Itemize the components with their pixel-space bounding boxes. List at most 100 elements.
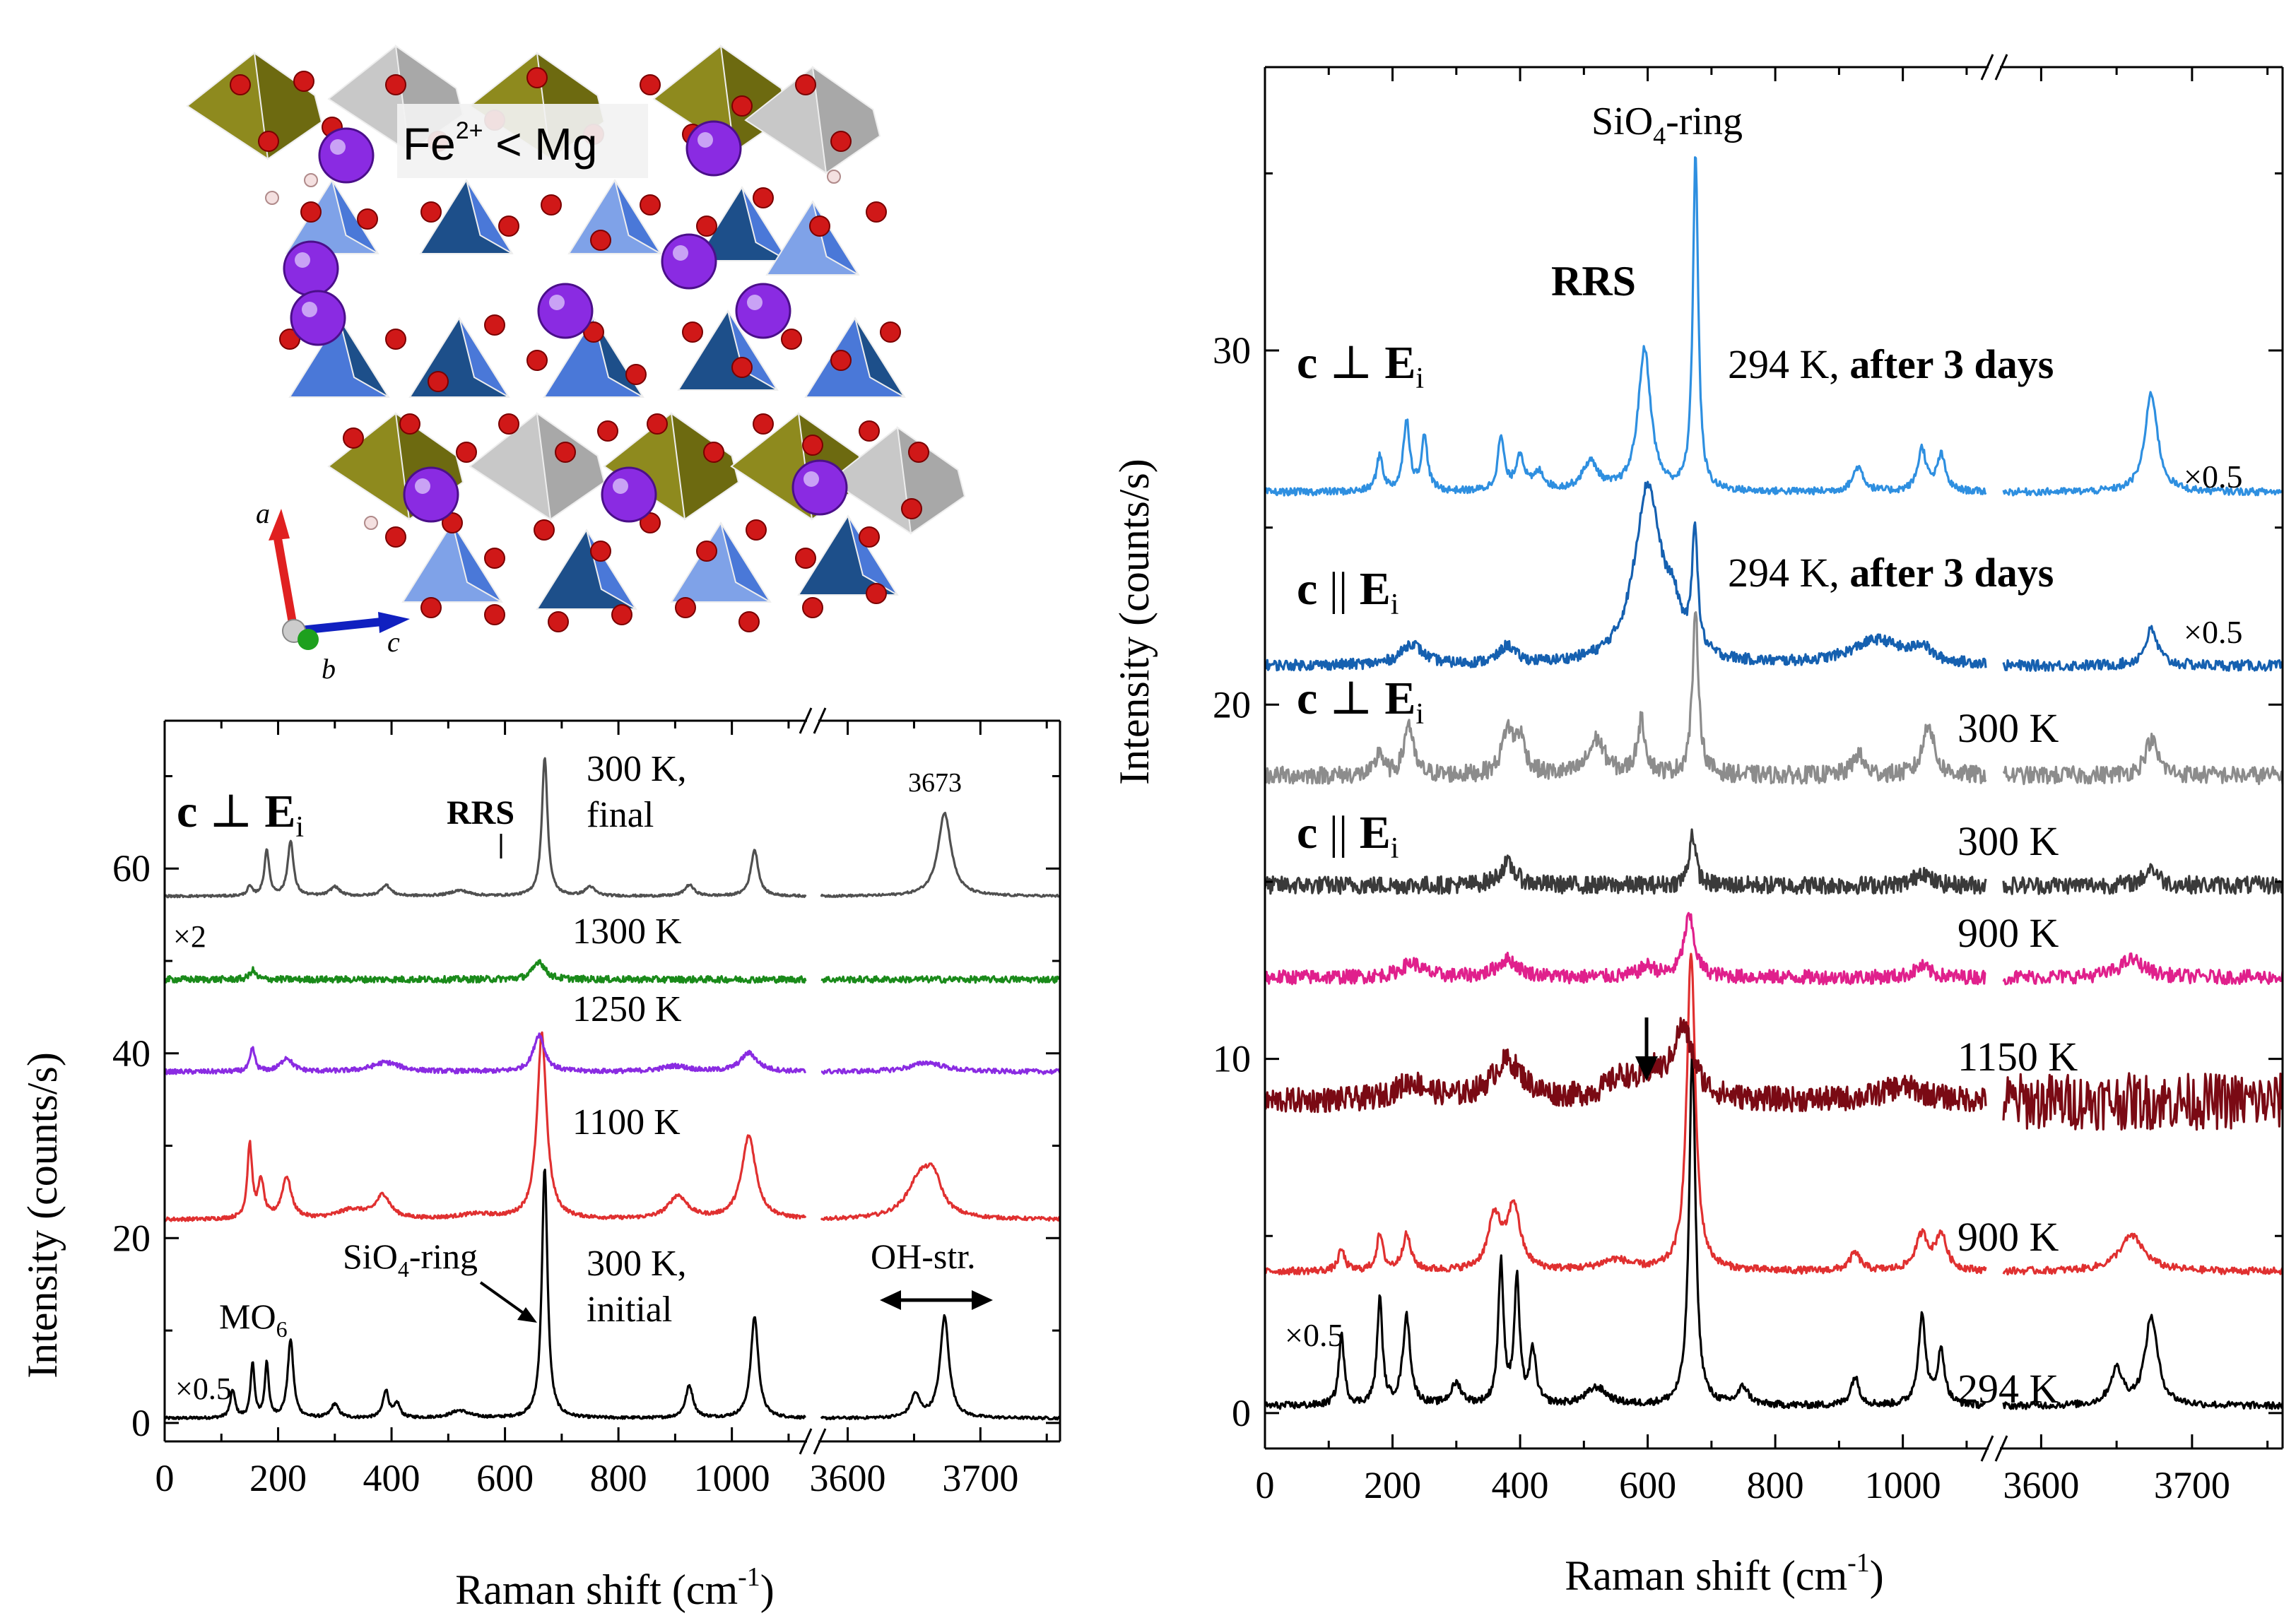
series-line-seg0 [1264, 1017, 1987, 1114]
oxygen-atom [590, 230, 611, 251]
x-tick-label: 800 [1747, 1464, 1804, 1506]
oxygen-atom [640, 512, 661, 533]
oxygen-atom [399, 413, 420, 435]
series-900-k-red- [1264, 952, 2284, 1276]
series-line-seg1 [820, 1060, 1061, 1075]
series-300-k-initial [163, 1168, 1061, 1421]
oxygen-atom [385, 329, 406, 350]
left-final-label-2: final [587, 795, 654, 835]
oxygen-atom [484, 548, 505, 569]
oxygen-atom [640, 74, 661, 95]
series-line-seg0 [163, 959, 807, 984]
series-294-k [1264, 1049, 2284, 1410]
axis-b-label: b [322, 653, 336, 685]
y-tick-label: 10 [1213, 1038, 1251, 1080]
oxygen-atom [625, 364, 647, 385]
right-sio4-label: SiO4-ring [1591, 100, 1743, 150]
series-900-k-pink- [1264, 911, 2284, 986]
axis-break-mark [1980, 54, 1994, 81]
series-line-seg1 [2002, 625, 2284, 672]
polyhedron-face [811, 65, 881, 175]
series-294-k-after-3-days-c-ei [1264, 480, 2284, 672]
series-line-seg0 [1264, 952, 1987, 1276]
axis-c-arrowhead [378, 612, 410, 633]
cation-highlight [549, 295, 565, 310]
oxygen-atom [230, 74, 251, 95]
left-1250k-label: 1250 K [572, 989, 682, 1029]
oxygen-atom [866, 583, 887, 604]
right-xlabel: Raman shift (cm-1) [1565, 1548, 1884, 1599]
x-tick-label: 3600 [2003, 1464, 2079, 1506]
oxygen-atom [809, 216, 830, 237]
polyhedron-face [614, 179, 661, 254]
cation-atom [791, 459, 848, 516]
right-after3-label-2: 294 K, after 3 days [1728, 550, 2054, 596]
left-mo6-label: MO6 [219, 1297, 288, 1342]
oxygen-atom [548, 611, 569, 632]
oxygen-atom [420, 597, 442, 618]
oxygen-atom [343, 427, 364, 449]
x-tick-label: 3700 [942, 1457, 1018, 1499]
cation-highlight [415, 478, 430, 494]
cation-highlight [613, 478, 628, 494]
oxygen-atom [866, 201, 887, 223]
oxygen-atom [781, 329, 802, 350]
composition-label: Fe2+ < Mg [403, 117, 597, 170]
right-294k-label: 294 K [1958, 1366, 2059, 1412]
y-tick-label: 20 [112, 1217, 151, 1259]
series-line-seg0 [1264, 480, 1987, 672]
x-tick-label: 600 [1619, 1464, 1676, 1506]
series-1300-k [163, 959, 1061, 984]
oxygen-atom [428, 371, 449, 392]
left-oh-arrowhead-right [972, 1290, 993, 1310]
right-axes-frame [1264, 54, 2284, 1462]
y-tick-label: 60 [112, 847, 151, 890]
oxygen-atom [880, 321, 901, 343]
left-1100k-label: 1100 K [572, 1102, 681, 1143]
axis-a-label: a [256, 497, 270, 529]
left-initial-label-1: 300 K, [587, 1244, 687, 1284]
hydrogen-atom [304, 173, 318, 187]
polyhedron-face [670, 411, 740, 521]
hydrogen-atom [265, 191, 279, 205]
series-294-k-after-3-days-c-ei [1264, 156, 2284, 497]
oxygen-atom [859, 420, 880, 442]
oxygen-atom [258, 131, 279, 152]
oxygen-atom [385, 526, 406, 548]
cation-highlight [295, 252, 310, 268]
axis-break-mark [813, 707, 827, 734]
cation-atom [283, 240, 339, 297]
x-tick-label: 400 [1492, 1464, 1549, 1506]
oxygen-atom [795, 74, 816, 95]
oxygen-atom [647, 413, 668, 435]
oxygen-atom [590, 541, 611, 562]
left-sio4-arrowhead [517, 1307, 537, 1323]
axis-break-mark [1994, 1435, 2008, 1462]
right-x05-label-1: ×0.5 [2184, 459, 2242, 495]
y-tick-label: 30 [1213, 329, 1251, 372]
oxygen-atom [541, 194, 562, 216]
y-tick-label: 20 [1213, 683, 1251, 726]
polyhedron-face [452, 522, 502, 603]
y-tick-label: 0 [1232, 1392, 1251, 1434]
series-line-seg1 [820, 1162, 1061, 1222]
right-x05-label-2: ×0.5 [2184, 614, 2242, 650]
axis-a-arrowhead [269, 509, 290, 541]
oxygen-atom [420, 201, 442, 223]
series-line-seg0 [1264, 156, 1987, 497]
oxygen-atom [682, 321, 703, 343]
series-line-seg1 [2002, 1314, 2284, 1410]
cation-atom [685, 120, 742, 177]
y-tick-label: 0 [131, 1402, 151, 1444]
x-tick-label: 800 [590, 1457, 647, 1499]
right-orient-label-2: c || Ei [1297, 563, 1399, 621]
right-1150k-label: 1150 K [1958, 1034, 2078, 1080]
cation-highlight [803, 471, 819, 487]
oxygen-atom [385, 74, 406, 95]
left-series-group [163, 757, 1061, 1421]
right-orient-label-3: c ⊥ Ei [1297, 673, 1424, 731]
cation-highlight [747, 295, 763, 310]
oxygen-atom [293, 71, 314, 92]
series-1150-k [1264, 1017, 2284, 1131]
